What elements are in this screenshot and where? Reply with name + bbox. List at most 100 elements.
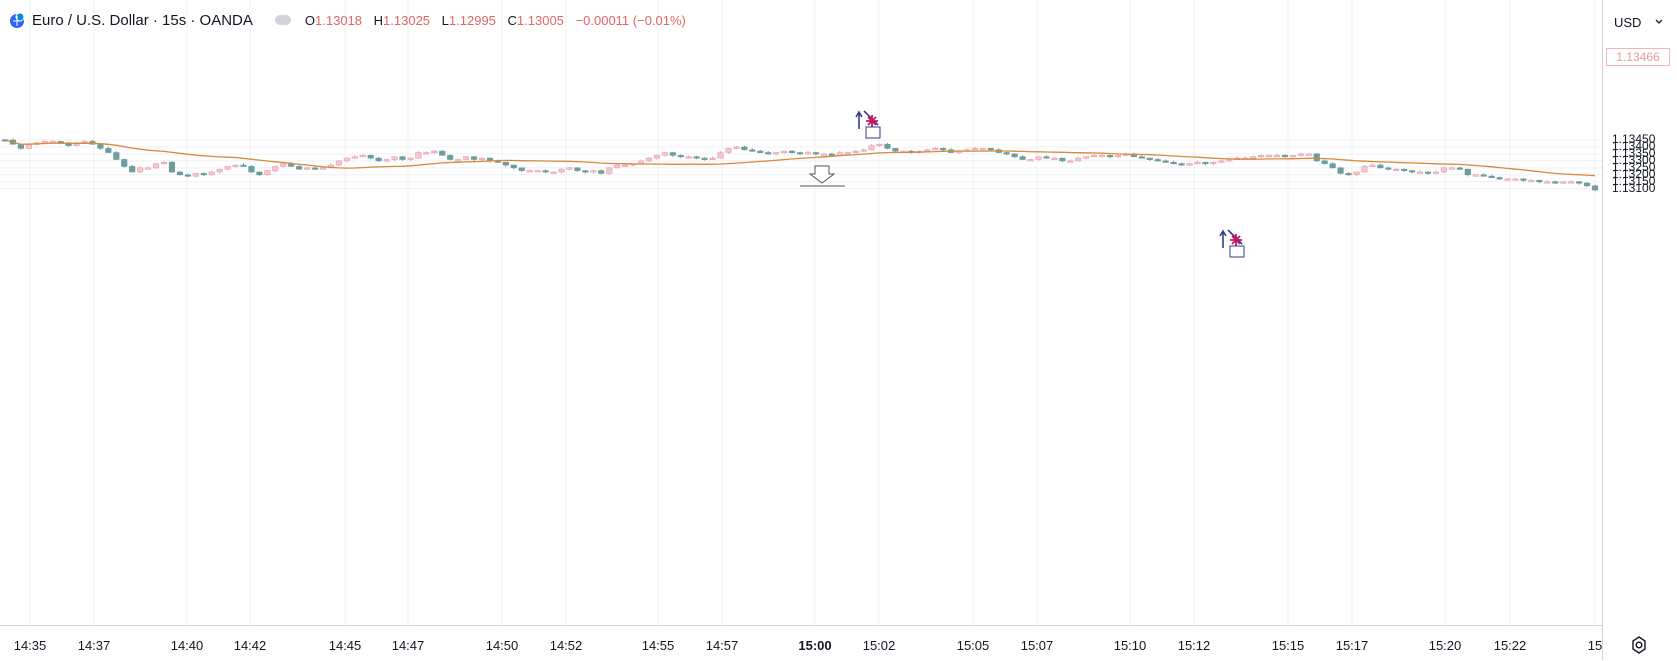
candle-body[interactable] <box>264 170 271 176</box>
buy-arrow-icon[interactable] <box>855 110 863 129</box>
candle-body[interactable] <box>152 163 160 169</box>
candle-body[interactable] <box>1448 167 1455 170</box>
candle-body[interactable] <box>932 148 939 151</box>
candle-body[interactable] <box>1583 182 1591 187</box>
gear-icon[interactable] <box>1630 636 1648 654</box>
candle-body[interactable] <box>1576 181 1583 184</box>
candle-body[interactable] <box>1289 155 1296 158</box>
candle-body[interactable] <box>1265 155 1273 158</box>
candle-body[interactable] <box>1178 163 1185 166</box>
candle-body[interactable] <box>757 150 764 153</box>
candle-body[interactable] <box>1440 167 1448 173</box>
candle-body[interactable] <box>1114 155 1122 158</box>
candle-body[interactable] <box>1552 181 1559 184</box>
candle-body[interactable] <box>1417 171 1424 174</box>
candle-body[interactable] <box>1106 155 1114 158</box>
candle-body[interactable] <box>741 146 748 151</box>
candle-body[interactable] <box>788 150 796 153</box>
candle-body[interactable] <box>200 173 207 176</box>
candle-body[interactable] <box>717 152 724 159</box>
candle-body[interactable] <box>216 168 223 173</box>
candle-body[interactable] <box>924 149 931 152</box>
candle-body[interactable] <box>137 167 144 173</box>
candle-body[interactable] <box>852 150 859 153</box>
candle-body[interactable] <box>677 155 684 158</box>
candle-body[interactable] <box>1027 159 1034 162</box>
candle-body[interactable] <box>701 157 708 160</box>
candle-body[interactable] <box>1091 155 1098 158</box>
candle-body[interactable] <box>796 152 804 155</box>
candle-body[interactable] <box>590 170 597 173</box>
eye-toggle-icon[interactable] <box>274 15 291 25</box>
candle-body[interactable] <box>1464 168 1471 176</box>
candle-body[interactable] <box>1353 171 1360 176</box>
globe-currency-icon[interactable] <box>8 11 26 29</box>
candle-body[interactable] <box>121 159 128 167</box>
candle-body[interactable] <box>971 148 978 151</box>
candle-body[interactable] <box>558 168 565 173</box>
candle-body[interactable] <box>463 156 470 160</box>
candle-body[interactable] <box>1401 168 1408 172</box>
candle-body[interactable] <box>1210 161 1217 165</box>
candle-body[interactable] <box>669 152 676 156</box>
candle-body[interactable] <box>1536 180 1543 183</box>
candle-body[interactable] <box>407 157 414 160</box>
candle-body[interactable] <box>1377 164 1384 169</box>
candle-body[interactable] <box>614 164 621 169</box>
candle-body[interactable] <box>367 155 374 159</box>
candle-body[interactable] <box>1345 173 1352 176</box>
candle-body[interactable] <box>439 150 446 156</box>
candle-body[interactable] <box>311 167 319 170</box>
candle-body[interactable] <box>725 148 732 153</box>
candle-body[interactable] <box>1297 153 1304 156</box>
candle-body[interactable] <box>1273 155 1281 158</box>
candle-body[interactable] <box>1099 155 1106 158</box>
candle-body[interactable] <box>423 152 430 155</box>
candle-body[interactable] <box>1226 159 1233 162</box>
candle-body[interactable] <box>1337 167 1344 174</box>
candle-body[interactable] <box>192 173 199 177</box>
candle-body[interactable] <box>478 157 486 160</box>
candle-body[interactable] <box>940 148 947 151</box>
candle-body[interactable] <box>550 171 557 174</box>
candle-body[interactable] <box>1003 152 1010 155</box>
candle-body[interactable] <box>1083 156 1090 159</box>
candle-body[interactable] <box>1250 156 1257 159</box>
candle-body[interactable] <box>1019 156 1026 160</box>
candle-body[interactable] <box>1512 178 1519 181</box>
candle-body[interactable] <box>844 152 851 155</box>
candle-body[interactable] <box>1075 157 1082 162</box>
candle-body[interactable] <box>1361 166 1368 173</box>
candlestick-chart[interactable] <box>0 0 1602 625</box>
candle-body[interactable] <box>455 159 462 162</box>
candle-body[interactable] <box>828 153 835 156</box>
candle-body[interactable] <box>1162 160 1169 163</box>
candle-body[interactable] <box>1321 160 1328 164</box>
candle-body[interactable] <box>733 146 740 149</box>
candle-body[interactable] <box>1035 156 1042 160</box>
candle-body[interactable] <box>1186 163 1193 166</box>
candle-body[interactable] <box>129 166 136 173</box>
candle-body[interactable] <box>240 164 247 167</box>
candle-body[interactable] <box>598 170 605 174</box>
price-axis[interactable] <box>1602 0 1677 660</box>
candle-body[interactable] <box>1568 181 1575 184</box>
candle-body[interactable] <box>248 166 255 173</box>
buy-arrow-icon[interactable] <box>1219 229 1227 248</box>
sell-star-icon[interactable] <box>866 115 878 127</box>
candle-body[interactable] <box>272 166 279 171</box>
candle-body[interactable] <box>431 150 438 153</box>
candle-body[interactable] <box>534 170 541 173</box>
candle-body[interactable] <box>582 170 589 173</box>
candle-body[interactable] <box>1258 155 1265 158</box>
candle-body[interactable] <box>1496 177 1503 180</box>
candle-body[interactable] <box>1138 156 1145 159</box>
time-axis[interactable] <box>0 625 1602 661</box>
candle-body[interactable] <box>860 149 867 152</box>
candle-body[interactable] <box>41 141 48 144</box>
candle-body[interactable] <box>1432 171 1440 174</box>
candle-body[interactable] <box>566 167 573 170</box>
candle-body[interactable] <box>168 161 176 173</box>
candle-body[interactable] <box>781 150 788 153</box>
candle-body[interactable] <box>1393 168 1400 172</box>
